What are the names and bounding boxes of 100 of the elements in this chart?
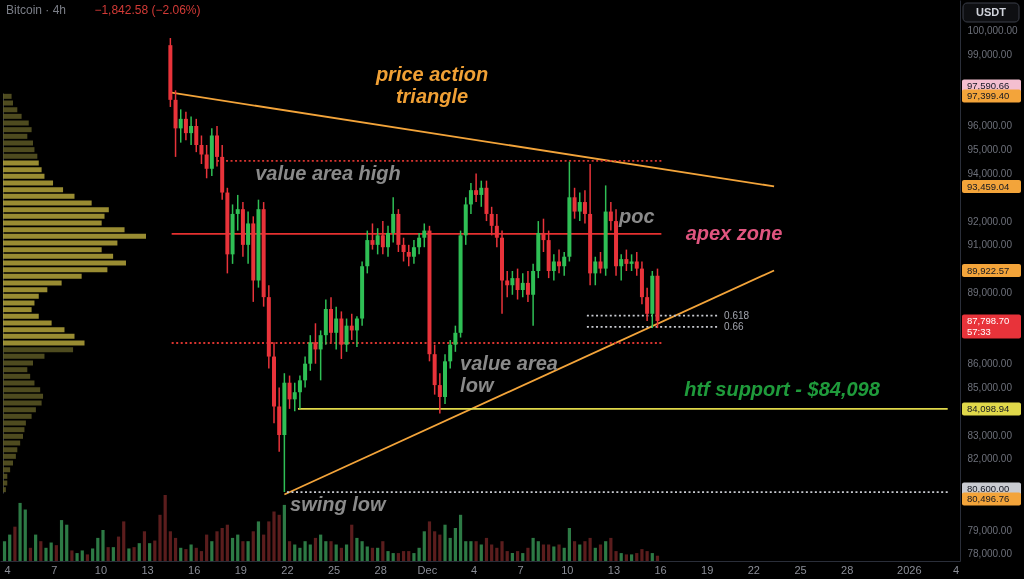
candlestick xyxy=(204,144,209,180)
bar xyxy=(173,537,178,561)
bar xyxy=(3,433,24,439)
bar xyxy=(210,541,214,561)
bar xyxy=(3,473,8,479)
bar xyxy=(500,541,504,561)
bar xyxy=(3,347,74,353)
candlestick xyxy=(468,182,473,215)
bar xyxy=(355,537,359,561)
bar xyxy=(365,546,369,561)
bar xyxy=(552,546,556,561)
bar xyxy=(350,524,354,561)
bar xyxy=(8,534,12,561)
y-axis-title: USDT xyxy=(976,5,1007,18)
candlestick xyxy=(515,267,520,301)
bar xyxy=(3,313,39,319)
x-tick-label: Dec xyxy=(417,563,438,576)
bar xyxy=(101,529,105,561)
bar xyxy=(521,553,525,561)
y-tick-label: 86,000.00 xyxy=(967,358,1013,370)
y-tick-label: 78,000.00 xyxy=(967,548,1013,560)
bar xyxy=(376,547,380,561)
candlestick xyxy=(531,263,536,327)
bar xyxy=(588,537,592,561)
candlestick xyxy=(199,134,204,165)
bar xyxy=(80,550,84,561)
bar xyxy=(282,504,286,561)
x-tick-label: 7 xyxy=(51,563,58,576)
bar xyxy=(230,537,235,561)
candlestick xyxy=(417,232,422,256)
candlestick xyxy=(292,381,297,412)
bar xyxy=(344,544,349,561)
bar xyxy=(49,542,53,561)
y-tick-label: 91,000.00 xyxy=(967,239,1013,251)
bar xyxy=(490,544,494,561)
candlestick xyxy=(572,187,577,220)
bar xyxy=(132,547,136,561)
x-tick-label: 19 xyxy=(234,563,247,576)
bar xyxy=(313,537,318,561)
bar xyxy=(179,547,183,561)
bar xyxy=(246,541,250,561)
bar xyxy=(287,541,292,561)
bar xyxy=(39,541,43,561)
bar xyxy=(3,340,85,346)
y-tick-label: 97,590.66 xyxy=(967,80,1010,92)
bar xyxy=(495,547,499,561)
y-tick-label: 84,098.94 xyxy=(967,403,1010,415)
candlestick xyxy=(308,334,313,372)
x-tick-label: 2026 xyxy=(897,563,922,576)
bar xyxy=(96,537,100,561)
bar xyxy=(298,547,302,561)
x-tick-label: 28 xyxy=(841,563,854,576)
y-tick-label: 94,000.00 xyxy=(967,168,1013,180)
x-tick-label: 10 xyxy=(94,563,108,576)
x-tick-label: 16 xyxy=(188,563,201,576)
candlestick xyxy=(178,108,183,144)
candlestick xyxy=(634,251,639,277)
y-tick-label: 80,496.76 xyxy=(967,493,1010,505)
candlestick xyxy=(479,179,484,208)
candlestick xyxy=(411,239,416,265)
bar xyxy=(598,544,603,561)
bar xyxy=(469,541,473,561)
bar xyxy=(433,531,437,561)
bar xyxy=(391,553,395,561)
bar xyxy=(541,544,546,561)
bar xyxy=(614,551,618,561)
y-tick-label: 97,399.40 xyxy=(967,90,1010,102)
bar xyxy=(272,511,276,561)
bar xyxy=(629,554,634,561)
bar xyxy=(505,551,509,561)
bar xyxy=(23,509,27,561)
bar xyxy=(3,253,114,259)
candlestick xyxy=(577,191,582,222)
bar xyxy=(2,541,7,561)
bar xyxy=(3,293,39,299)
candlestick xyxy=(375,227,380,256)
x-tick-label: 4 xyxy=(4,563,11,576)
candlestick xyxy=(593,255,598,286)
bar xyxy=(624,554,628,561)
bar xyxy=(3,173,45,179)
bar xyxy=(3,113,22,119)
bar xyxy=(3,193,75,199)
x-tick-label: 13 xyxy=(141,563,154,576)
candlestick xyxy=(318,329,323,382)
bar xyxy=(18,502,22,561)
bar xyxy=(422,531,426,561)
candlestick xyxy=(562,251,567,277)
y-tick-label: 82,000.00 xyxy=(967,453,1013,465)
bar xyxy=(34,534,38,561)
bar xyxy=(236,534,240,561)
candlestick xyxy=(624,248,629,272)
y-tick-label: 80,600.00 xyxy=(967,483,1010,495)
bar xyxy=(111,547,115,561)
bar xyxy=(650,553,654,561)
bar xyxy=(386,551,390,561)
candlestick xyxy=(557,248,562,275)
series-label: 0.618 xyxy=(724,309,750,321)
candlestick xyxy=(645,286,650,322)
bar xyxy=(220,528,224,561)
bar xyxy=(153,540,157,561)
